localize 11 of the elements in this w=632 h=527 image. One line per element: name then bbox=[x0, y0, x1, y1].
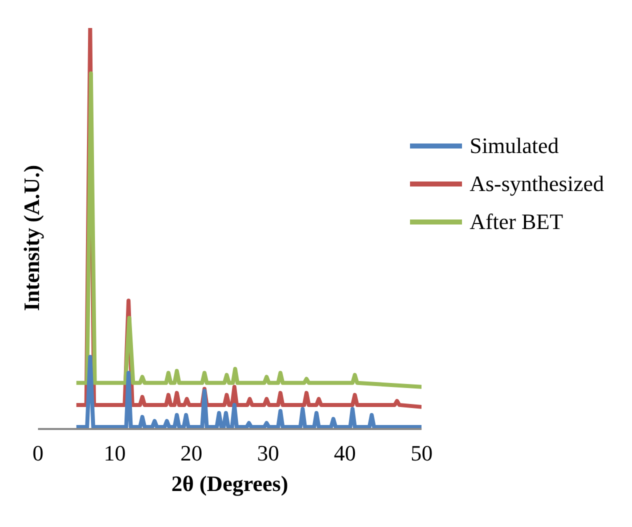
y-axis-title: Intensity (A.U.) bbox=[19, 164, 45, 312]
x-tick-label: 40 bbox=[334, 440, 356, 466]
x-tick-label: 50 bbox=[410, 440, 433, 466]
x-tick-label: 0 bbox=[32, 440, 44, 466]
x-tick-label: 20 bbox=[180, 440, 202, 466]
legend-label: After BET bbox=[470, 209, 564, 235]
legend-label: As-synthesized bbox=[470, 171, 604, 197]
legend-label: Simulated bbox=[470, 133, 559, 159]
x-tick-label: 10 bbox=[104, 440, 126, 466]
x-axis-title: 2θ (Degrees) bbox=[171, 471, 288, 496]
x-tick-label: 30 bbox=[257, 440, 280, 466]
